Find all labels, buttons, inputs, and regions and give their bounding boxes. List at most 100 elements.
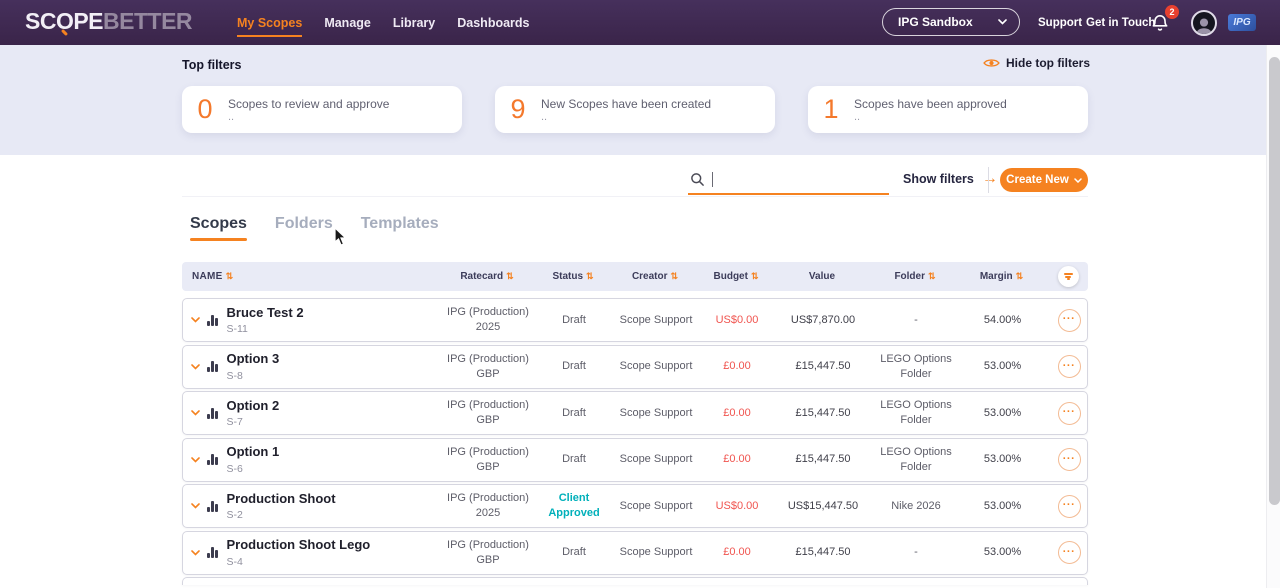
scrollbar-thumb[interactable] [1268,57,1280,505]
tab[interactable]: Templates [361,215,439,241]
status-cell: Draft [562,453,586,466]
table-filter-button[interactable] [1057,266,1079,287]
actions-cell: ··· [1049,448,1089,471]
toolbar-divider [988,167,989,193]
search-input[interactable] [720,172,887,187]
nav-item[interactable]: Manage [324,12,371,34]
scope-name-block: Option 2 S-7 [227,397,280,430]
row-actions-button[interactable]: ··· [1057,448,1081,471]
nav-item[interactable]: Library [393,12,435,34]
chevron-down-icon[interactable] [191,317,200,323]
ratecard-cell: IPG (Production) GBP [447,538,529,566]
filter-card-label: New Scopes have been created [541,96,712,111]
column-header[interactable]: Value ⇅ [769,271,875,282]
table-row[interactable]: Production Shoot S-2 IPG (Production) 20… [182,484,1088,528]
sort-icon[interactable]: ⇅ [586,271,594,281]
creator-cell: Scope Support [619,499,693,512]
filter-card[interactable]: 0 Scopes to review and approve .. [182,86,462,133]
scope-name-block: Production Shoot S-2 [227,490,336,523]
tab[interactable]: Scopes [190,215,247,241]
scope-name-block: Bruce Test 2 S-11 [227,304,304,337]
funnel-icon [1063,273,1073,281]
filter-card-subtext: .. [228,110,235,123]
scopes-table: NAME ⇅ Ratecard ⇅ Status ⇅ Creator ⇅ [182,262,1088,585]
scope-name[interactable]: Production Shoot [226,490,336,506]
scrollbar-track[interactable] [1266,45,1280,588]
show-filters-label: Show filters [903,172,974,186]
filter-card[interactable]: 9 New Scopes have been created .. [495,86,775,133]
sort-icon[interactable]: ⇅ [506,271,514,281]
tab[interactable]: Folders [275,215,333,241]
row-actions-button[interactable]: ··· [1057,494,1081,518]
table-row[interactable]: Bruce Test 2 S-11 IPG (Production) 2025 … [182,298,1088,342]
sort-icon[interactable]: ⇅ [750,271,759,281]
nav-item[interactable]: Dashboards [457,12,529,34]
nav-item-label: My Scopes [237,15,303,30]
hide-top-filters-button[interactable]: Hide top filters [983,56,1090,70]
app-logo[interactable]: SCOPEBETTER [25,8,193,37]
top-filters-section: Top filters Hide top filters 0 Scopes to… [0,45,1266,155]
budget-cell: US$0.00 [715,499,759,512]
chevron-down-icon[interactable] [191,410,200,416]
scope-name[interactable]: Production Shoot Lego [226,537,371,553]
notifications-bell-icon[interactable] [1150,12,1170,38]
column-header[interactable]: Folder ⇅ [875,271,955,282]
table-row[interactable]: Option 1 S-6 IPG (Production) GBP Draft … [182,437,1089,482]
margin-cell: 53.00% [983,499,1022,512]
scope-id: S-7 [226,416,243,429]
creator-cell: Scope Support [619,406,693,419]
tab-label: Folders [274,215,333,232]
column-header[interactable]: Margin ⇅ [955,271,1048,282]
row-actions-button[interactable]: ··· [1057,308,1081,332]
row-actions-button[interactable]: ··· [1057,541,1081,564]
sort-icon[interactable]: ⇅ [1015,271,1024,281]
column-header[interactable]: Budget ⇅ [703,271,769,282]
user-avatar[interactable] [1191,10,1217,36]
nav-item[interactable]: My Scopes [237,12,303,37]
tab-label: Templates [360,215,439,232]
actions-cell: ··· [1049,355,1089,378]
chevron-down-icon[interactable] [191,503,200,509]
column-header[interactable]: Ratecard ⇅ [435,271,539,282]
sort-icon[interactable]: ⇅ [670,271,679,281]
column-header-actions [1048,266,1088,287]
scope-id: S-11 [226,323,248,336]
column-header[interactable]: NAME ⇅ [182,271,435,282]
workspace-selector[interactable]: IPG Sandbox [882,8,1020,36]
margin-cell: 53.00% [983,360,1022,373]
table-row[interactable]: Option 3 S-8 IPG (Production) GBP Draft … [182,344,1089,389]
sort-icon[interactable]: ⇅ [928,271,936,281]
budget-cell: £0.00 [723,453,751,466]
filter-card-text: Scopes have been approved .. [854,97,1007,123]
support-link[interactable]: Support [1038,17,1083,29]
row-actions-button[interactable]: ··· [1057,401,1081,425]
sort-icon[interactable]: ⇅ [225,271,234,281]
get-in-touch-link[interactable]: Get in Touch [1086,17,1156,29]
chevron-down-icon[interactable] [191,549,200,556]
column-header[interactable]: Status ⇅ [539,271,607,282]
actions-cell: ··· [1049,541,1089,564]
text-caret [712,172,713,187]
top-navbar: SCOPEBETTER My Scopes Manage Library Das… [0,0,1280,45]
scope-name[interactable]: Option 3 [226,351,280,367]
chevron-down-icon[interactable] [191,456,200,463]
budget-cell: £0.00 [723,546,751,559]
row-actions-button[interactable]: ··· [1057,355,1081,378]
search-box[interactable] [688,169,889,195]
filter-card[interactable]: 1 Scopes have been approved .. [808,86,1088,133]
table-row[interactable]: Option 2 S-7 IPG (Production) GBP Draft … [182,391,1088,435]
create-new-button[interactable]: Create New [1000,168,1088,192]
value-cell: £15,447.50 [795,546,851,559]
table-row[interactable]: Production Shoot Lego S-4 IPG (Productio… [182,530,1089,575]
chevron-down-icon[interactable] [191,363,200,370]
scope-name[interactable]: Option 1 [226,444,280,460]
scope-name[interactable]: Bruce Test 2 [226,304,304,320]
column-header[interactable]: Creator ⇅ [607,271,703,282]
status-cell: Draft [562,360,586,373]
search-icon [691,173,704,186]
margin-cell: 53.00% [983,546,1022,559]
ratecard-cell: IPG (Production) 2025 [447,306,529,333]
filter-card-label: Scopes to review and approve [228,96,390,111]
show-filters-button[interactable]: Show filters → [903,171,998,187]
scope-name[interactable]: Option 2 [226,397,280,413]
